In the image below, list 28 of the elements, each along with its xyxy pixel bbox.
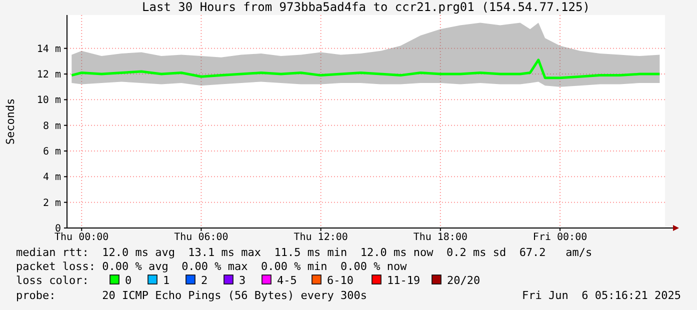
- y-tick-label: 10 m: [36, 95, 61, 106]
- legend-label: 6-10: [327, 274, 354, 287]
- legend-label: 4-5: [277, 274, 297, 287]
- x-tick-label: Fri 00:00: [532, 232, 588, 243]
- x-tick-label: Thu 12:00: [294, 232, 348, 243]
- legend-label: 1: [163, 274, 170, 287]
- x-tick-label: Thu 00:00: [54, 232, 109, 243]
- y-tick-label: 6 m: [42, 146, 61, 158]
- y-tick-label: 8 m: [42, 120, 61, 132]
- legend-label: 0: [125, 274, 132, 287]
- text: probe: 20 ICMP Echo Pings (56 Bytes) every 300s: [16, 289, 367, 302]
- y-tick-label: 2 m: [42, 198, 61, 209]
- x-tick-label: Thu 18:00: [413, 232, 468, 243]
- y-tick-label: 4 m: [42, 172, 61, 184]
- chart-title: Last 30 Hours from 973bba5ad4fa to ccr21.prg01 (154.54.77.125): [142, 0, 590, 14]
- line-series: [70, 58, 661, 80]
- legend-label: 2: [201, 274, 208, 287]
- text: Fri Jun 6 05:16:21 2025: [522, 289, 681, 302]
- x-tick-label: Thu 06:00: [174, 232, 228, 243]
- y-tick-label: 14 m: [36, 44, 61, 55]
- y-axis-title: Seconds: [4, 98, 17, 145]
- text: packet loss: 0.00 % avg 0.00 % max 0.00 % min 0.00 % now: [16, 260, 408, 273]
- text: median rtt: 12.0 ms avg 13.1 ms max 11.5 ms min 12.0 ms now 0.2 ms sd 67.2 am/s: [16, 246, 592, 259]
- legend-label: 20/20: [447, 274, 480, 287]
- legend-title: loss color:: [16, 274, 89, 287]
- legend-label: 3: [239, 274, 246, 287]
- legend-label: 11-19: [387, 274, 420, 287]
- y-tick-label: 12 m: [36, 70, 61, 81]
